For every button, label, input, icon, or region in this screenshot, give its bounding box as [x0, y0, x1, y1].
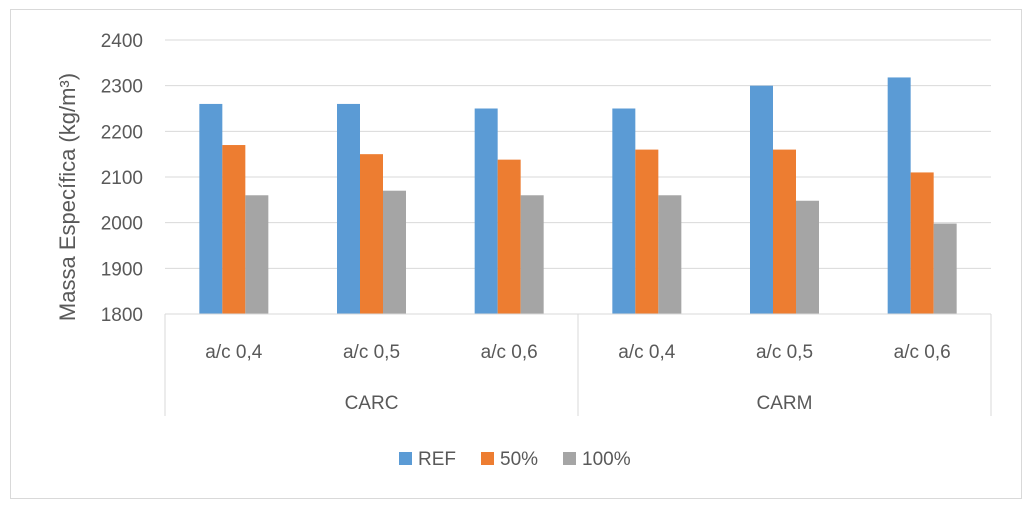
legend: REF 50% 100% [399, 449, 631, 470]
x-group-label: CARM [757, 393, 813, 414]
bar [910, 172, 934, 314]
bar [773, 149, 796, 314]
x-tick-label: a/c 0,4 [205, 342, 262, 363]
bar [887, 77, 911, 315]
legend-swatch [563, 452, 576, 465]
x-tick-label: a/c 0,5 [343, 342, 400, 363]
y-tick-label: 1900 [101, 259, 143, 280]
bar [337, 103, 360, 314]
bar [933, 223, 957, 314]
x-tick-label: a/c 0,6 [481, 342, 538, 363]
bar [360, 154, 383, 314]
gridlines [165, 39, 991, 315]
x-group-label: CARC [345, 393, 399, 414]
y-tick-label: 2400 [101, 31, 143, 52]
legend-swatch [399, 452, 412, 465]
y-axis-label: Massa Específica (kg/m³) [55, 73, 80, 321]
bar [796, 200, 819, 314]
y-tick-label: 2100 [101, 168, 143, 189]
bar [750, 85, 773, 315]
legend-label: 50% [500, 449, 538, 470]
bar [474, 108, 498, 314]
legend-label: 100% [582, 449, 631, 470]
y-tick-label: 1800 [101, 305, 143, 326]
y-tick-label: 2300 [101, 77, 143, 98]
x-tick-label: a/c 0,6 [894, 342, 951, 363]
bar [199, 103, 223, 314]
bar [497, 159, 521, 314]
bar [635, 149, 659, 314]
y-tick-labels: 1800 1900 2000 2100 2200 2300 2400 [101, 31, 143, 326]
x-tick-label: a/c 0,4 [618, 342, 675, 363]
bar [520, 195, 544, 314]
legend-label: REF [418, 449, 456, 470]
bar [612, 108, 636, 314]
x-axis: a/c 0,4 a/c 0,5 a/c 0,6 CARC a/c 0,4 a/c 0,5 a… [164, 313, 992, 416]
bar [245, 195, 269, 314]
y-tick-label: 2200 [101, 122, 143, 143]
x-tick-label: a/c 0,5 [756, 342, 813, 363]
y-tick-label: 2000 [101, 214, 143, 235]
bars [199, 77, 957, 315]
bar [383, 190, 406, 314]
bar [658, 195, 682, 314]
legend-swatch [481, 452, 494, 465]
bar [222, 145, 246, 314]
